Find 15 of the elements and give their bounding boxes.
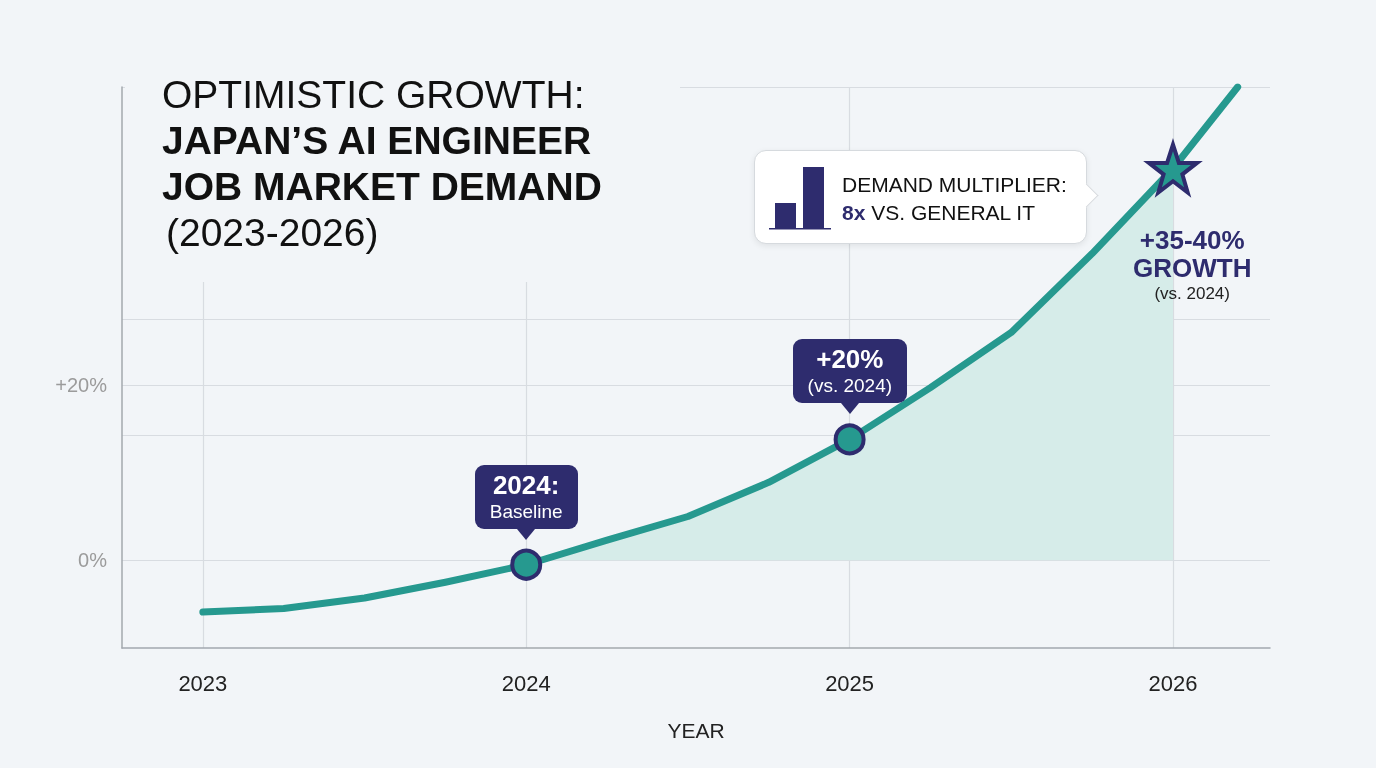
text: OPTIMISTIC GROWTH: JAPAN’S AI ENGINEER JOB MARKET DEMAND [162,72,603,210]
text: (2023-2026) [166,210,379,256]
annotation: 2024: Baseline [489,469,563,523]
y-tick-label: +20% [55,374,108,397]
x-tick-label: 2025 [825,670,875,696]
point [833,423,866,456]
y-tick-label: 0% [78,549,108,572]
x-tick-label: 2026 [1148,670,1198,696]
annotation: +35-40% GROWTH (vs. 2024) [1132,224,1252,305]
x-tick-label: 2023 [178,670,228,696]
annotation: DEMAND MULTIPLIER: 8x VS. GENERAL IT [842,172,1067,226]
x-tick-label: 2024 [501,670,551,696]
x-axis-title: YEAR [667,719,725,742]
point [510,548,543,581]
annotation: +20% (vs. 2024) [807,344,893,398]
